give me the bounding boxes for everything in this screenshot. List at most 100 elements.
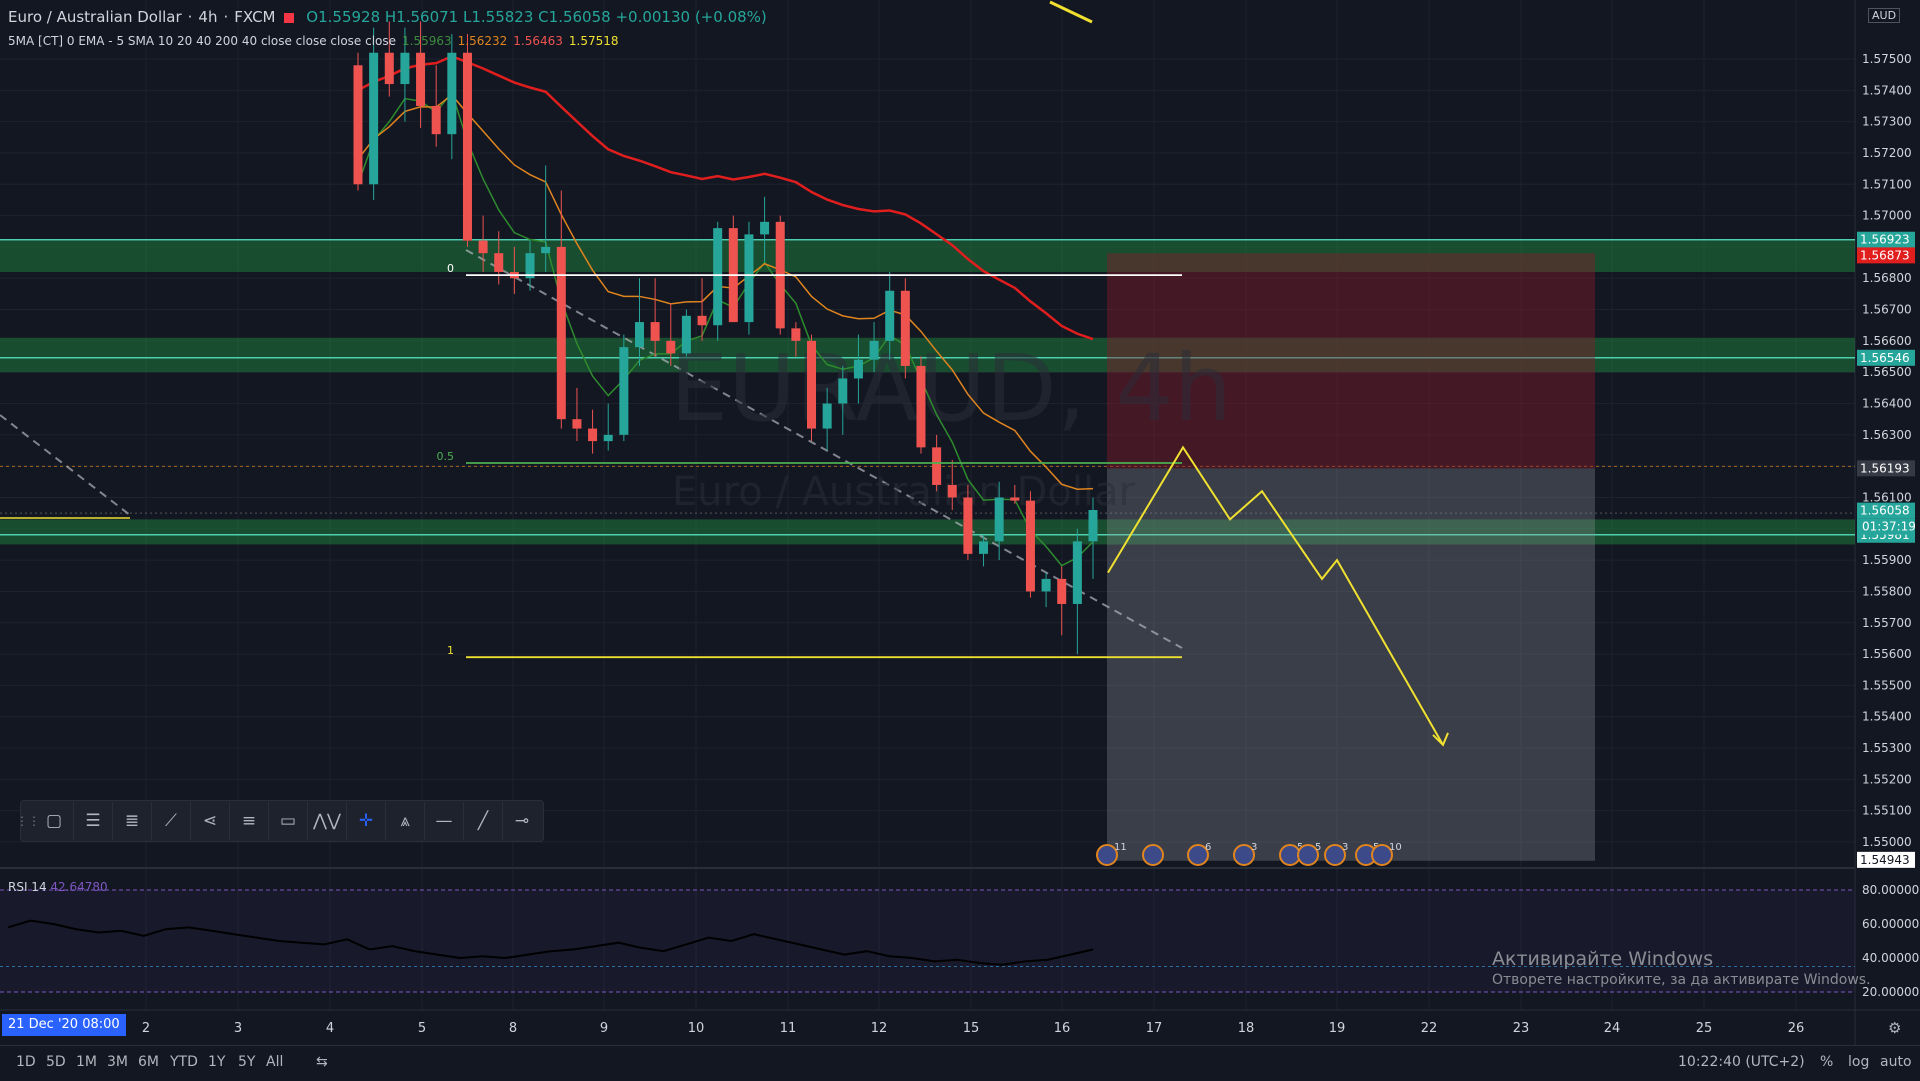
yellow-ray-top [1049,0,1093,24]
horizontal-ray-icon[interactable]: — [425,802,464,840]
percent-toggle[interactable]: % [1820,1054,1834,1070]
timeframe-ytd[interactable]: YTD [170,1054,198,1070]
windows-activation-text: Отворете настройките, за да активирате W… [1492,972,1871,988]
parallel-channel-icon[interactable]: ☰ [74,802,113,840]
currency-badge[interactable]: AUD [1868,8,1901,23]
timeframe-1y[interactable]: 1Y [208,1054,226,1070]
drawing-toolbar[interactable]: ⋮⋮ ▢ ☰ ≣ ⟋ ⋖ ≡ ▭ ⋀⋁ ✛ ⩓ — ╱ ⊸ [16,800,544,842]
elliott-wave-icon[interactable]: ⩓ [386,802,425,840]
candle-body [713,228,723,326]
compare-icon[interactable]: ⇆ [316,1054,328,1070]
event-badges[interactable]: 1163553510 [1096,842,1402,866]
event-count: 6 [1205,842,1211,853]
ray-icon[interactable]: ╱ [464,802,503,840]
time-tick: 16 [1054,1021,1071,1036]
price-axis[interactable]: 1.57500 1.57400 1.57300 1.57200 1.57100 1.570… [1857,52,1916,868]
ema-orange [357,93,1094,490]
rsi-legend[interactable]: RSI 14 42.64780 [8,880,108,894]
crosshair-icon[interactable]: ✛ [347,802,386,840]
fib-retracement[interactable]: 00.51 [437,262,1183,659]
candle-body [619,347,629,435]
timeframe-all[interactable]: All [266,1054,284,1070]
price-tick: 1.56600 [1862,334,1912,348]
price-label-bg [1857,247,1915,264]
crosshair-date-badge: 21 Dec '20 08:00 [2,1014,126,1036]
candle-body [885,290,895,341]
short-position-tool[interactable] [1107,253,1595,861]
trendline-icon[interactable]: ⟋ [152,802,191,840]
ema-green [357,90,1094,567]
timeframe-1d[interactable]: 1D [16,1054,36,1070]
exchange: FXCM [234,8,276,26]
callout-icon[interactable]: ▭ [269,802,308,840]
timeframe-1m[interactable]: 1M [76,1054,97,1070]
candle-body [447,52,457,135]
sr-zone [0,519,1855,545]
candle-body [853,359,863,379]
price-tick: 1.56300 [1862,428,1912,442]
take-profit-area [1107,468,1595,861]
time-axis[interactable]: 2 3 4 5 8 9 10 11 12 15 16 17 18 19 22 23 24 25 26 ⚙ [142,1019,1902,1037]
forecast-line [1107,445,1444,746]
price-tick: 1.57000 [1862,209,1912,223]
candle-body [1041,578,1051,592]
windows-activation-title: Активирайте Windows [1492,948,1714,970]
price-label: 1.56058 [1860,504,1910,518]
time-tick: 9 [600,1021,608,1036]
price-tick: 1.56400 [1862,397,1912,411]
rsi-tick: 40.00000 [1862,951,1919,965]
timeframe-6m[interactable]: 6M [138,1054,159,1070]
candle-body [416,52,426,106]
dashed-trendline-left [0,414,131,516]
log-toggle[interactable]: log [1848,1054,1870,1070]
timeframe-5d[interactable]: 5D [46,1054,66,1070]
price-label: 1.56546 [1860,351,1910,365]
interval[interactable]: 4h [198,8,218,26]
price-label-bg [1857,851,1915,868]
candle-body [431,105,441,135]
forecast-arrowhead [1432,732,1449,747]
price-label-bg [1857,231,1915,248]
price-tick: 1.57200 [1862,146,1912,160]
time-tick: 10 [688,1021,705,1036]
path-icon[interactable]: ⋖ [191,802,230,840]
time-tick: 3 [234,1021,242,1036]
clock[interactable]: 10:22:40 (UTC+2) [1678,1054,1805,1070]
symbol-name[interactable]: Euro / Australian Dollar [8,8,182,26]
ema-value-1: 1.55963 [402,34,452,48]
rsi-label: RSI 14 [8,880,47,894]
forecast-path[interactable] [1107,445,1449,747]
candle-body [384,52,394,85]
candle-body [822,403,832,429]
pattern-icon[interactable]: ⋀⋁ [308,802,347,840]
time-tick: 23 [1513,1021,1530,1036]
event-icon [1233,844,1255,866]
price-label: 1.56193 [1860,461,1910,475]
rectangle-icon[interactable]: ▢ [35,802,74,840]
candle-body [572,419,582,429]
horizontal-lines-icon[interactable]: ≡ [230,802,269,840]
high-value: H1.56071 [384,8,459,26]
indicator-legend[interactable]: 5MA [CT] 0 EMA - 5 SMA 10 20 40 200 40 c… [8,34,619,48]
more-icon[interactable]: ⊸ [514,811,530,831]
candle-body [666,340,676,354]
time-tick: 25 [1696,1021,1713,1036]
countdown: 01:37:19 [1862,520,1916,534]
candle-body [791,328,801,341]
candle-body [494,253,504,272]
timeframe-3m[interactable]: 3M [107,1054,128,1070]
timeframe-5y[interactable]: 5Y [238,1054,256,1070]
price-tick: 1.56100 [1862,490,1912,504]
price-tick: 1.55600 [1862,647,1912,661]
price-tick: 1.55700 [1862,616,1912,630]
candle-body [353,65,363,185]
auto-toggle[interactable]: auto [1880,1054,1912,1070]
fib-icon[interactable]: ≣ [113,802,152,840]
candle-body [525,253,535,279]
grip-icon[interactable]: ⋮⋮ [16,814,40,828]
event-icon [1187,844,1209,866]
time-tick: 18 [1238,1021,1255,1036]
ema-value-3: 1.56463 [513,34,563,48]
trend-lines[interactable] [0,0,1183,649]
